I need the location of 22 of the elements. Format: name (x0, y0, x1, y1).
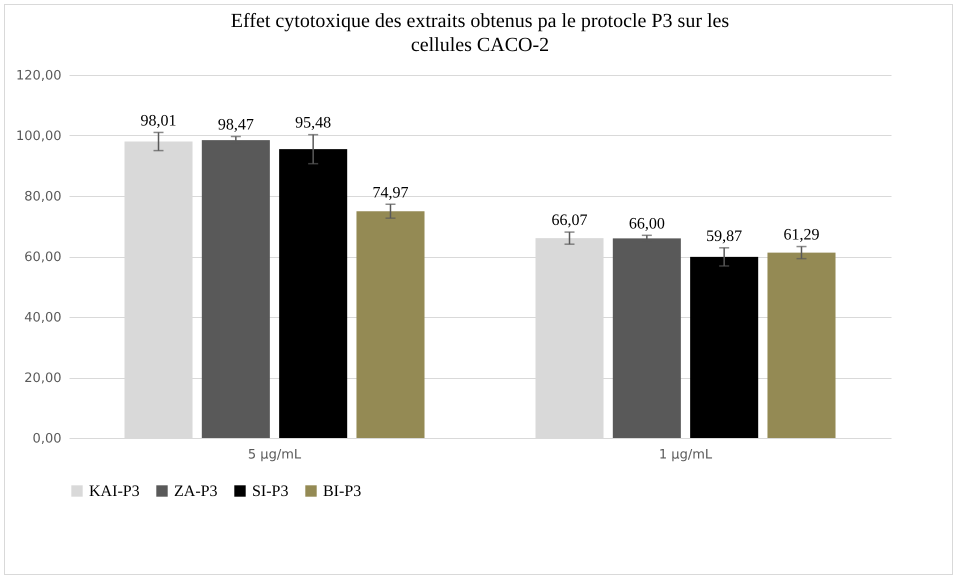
data-label: 66,07 (552, 212, 588, 230)
legend-label: SI-P3 (252, 483, 288, 500)
legend-label: KAI-P3 (89, 483, 140, 500)
data-label: 98,01 (140, 112, 177, 130)
data-label: 66,00 (628, 215, 665, 232)
legend-label: BI-P3 (323, 483, 362, 500)
data-label: 98,47 (218, 116, 254, 134)
y-tick-label: 60,00 (24, 250, 62, 265)
legend-label: ZA-P3 (174, 483, 218, 500)
y-tick-label: 40,00 (24, 310, 62, 326)
y-tick-label: 80,00 (24, 190, 62, 204)
data-label: 61,29 (783, 226, 820, 244)
x-tick-label: 1 µg/mL (658, 448, 713, 462)
y-tick-label: 0,00 (32, 432, 62, 446)
data-label: 95,48 (295, 114, 332, 132)
data-label: 74,97 (372, 184, 408, 202)
chart-title: Effet cytotoxique des extraits obtenus pa le protocle P3 sur les cellules CACO-2 (230, 10, 730, 56)
y-tick-label: 100,00 (16, 129, 62, 144)
data-label: 59,87 (706, 228, 742, 245)
y-tick-label: 20,00 (24, 371, 62, 386)
x-tick-label: 5 µg/mL (248, 448, 302, 462)
y-tick-label: 120,00 (16, 68, 62, 84)
